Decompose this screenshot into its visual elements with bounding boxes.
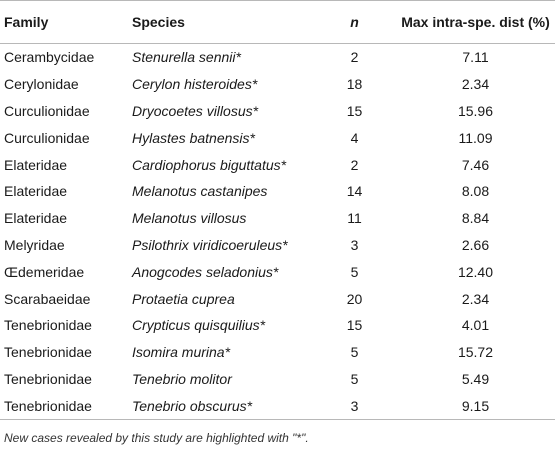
cell-species: Anogcodes seladonius* [132, 263, 279, 280]
cell-n: 15 [346, 317, 363, 334]
cell-species: Tenebrio molitor [132, 370, 232, 387]
cell-species: Crypticus quisquilius* [132, 317, 266, 334]
cell-n: 11 [347, 210, 362, 227]
header-row: Family Species n Max intra-spe. dist (%) [0, 0, 555, 44]
cell-max-dist: 8.08 [461, 183, 490, 200]
cell-family: Melyridae [4, 236, 65, 253]
cell-max-dist: 15.96 [457, 102, 494, 119]
cell-family: Elateridae [4, 210, 68, 227]
table-row: Cerambycidae Stenurella sennii* 2 7.11 [0, 44, 555, 71]
cell-max-dist: 11.09 [458, 129, 493, 146]
cell-max-dist: 2.34 [461, 290, 490, 307]
cell-n: 20 [346, 290, 363, 307]
table-row: Elateridae Melanotus castanipes 14 8.08 [0, 178, 555, 205]
cell-n: 5 [350, 370, 359, 387]
cell-max-dist: 4.01 [461, 317, 490, 334]
table-row: Œdemeridae Anogcodes seladonius* 5 12.40 [0, 258, 555, 285]
cell-n: 3 [350, 236, 359, 253]
cell-n: 5 [350, 263, 359, 280]
cell-n: 3 [350, 397, 359, 414]
cell-n: 2 [350, 49, 359, 66]
cell-max-dist: 2.34 [461, 76, 490, 93]
column-header-n: n [350, 14, 359, 30]
cell-species: Cerylon histeroides* [132, 76, 258, 93]
cell-family: Œdemeridae [4, 263, 85, 280]
table-footnote: New cases revealed by this study are hig… [4, 431, 309, 445]
cell-n: 4 [350, 129, 359, 146]
cell-max-dist: 12.40 [457, 263, 494, 280]
cell-species: Dryocoetes villosus* [132, 102, 259, 119]
cell-family: Tenebrionidae [4, 397, 92, 414]
cell-n: 5 [350, 344, 359, 361]
cell-max-dist: 7.46 [461, 156, 490, 173]
table-row: Tenebrionidae Tenebrio molitor 5 5.49 [0, 366, 555, 393]
cell-species: Tenebrio obscurus* [132, 397, 253, 414]
table-row: Cerylonidae Cerylon histeroides* 18 2.34 [0, 71, 555, 98]
cell-max-dist: 15.72 [457, 344, 494, 361]
cell-family: Tenebrionidae [4, 317, 92, 334]
cell-n: 18 [346, 76, 363, 93]
cell-species: Isomira murina* [132, 344, 231, 361]
cell-species: Melanotus castanipes [132, 183, 268, 200]
table-body: Cerambycidae Stenurella sennii* 2 7.11 Ceryl… [0, 44, 555, 420]
column-header-max-dist: Max intra-spe. dist (%) [401, 14, 550, 30]
table-row: Scarabaeidae Protaetia cuprea 20 2.34 [0, 285, 555, 312]
cell-family: Cerylonidae [4, 76, 79, 93]
cell-species: Protaetia cuprea [132, 290, 235, 307]
table-row: Tenebrionidae Crypticus quisquilius* 15 4.0… [0, 312, 555, 339]
cell-max-dist: 5.49 [461, 370, 490, 387]
cell-species: Hylastes batnensis* [132, 129, 255, 146]
cell-family: Elateridae [4, 156, 68, 173]
table-row: Tenebrionidae Isomira murina* 5 15.72 [0, 339, 555, 366]
cell-n: 14 [346, 183, 363, 200]
cell-family: Tenebrionidae [4, 370, 92, 387]
species-distance-table: Family Species n Max intra-spe. dist (%)… [0, 0, 555, 420]
table-row: Melyridae Psilothrix viridicoeruleus* 3 2.6… [0, 232, 555, 259]
cell-family: Curculionidae [4, 102, 90, 119]
table-row: Tenebrionidae Tenebrio obscurus* 3 9.15 [0, 392, 555, 420]
cell-family: Elateridae [4, 183, 68, 200]
cell-species: Melanotus villosus [132, 210, 247, 227]
cell-n: 2 [350, 156, 359, 173]
cell-family: Cerambycidae [4, 49, 95, 66]
cell-max-dist: 9.15 [461, 397, 490, 414]
cell-species: Cardiophorus biguttatus* [132, 156, 287, 173]
table-row: Curculionidae Dryocoetes villosus* 15 15.96 [0, 98, 555, 125]
table-row: Elateridae Melanotus villosus 11 8.84 [0, 205, 555, 232]
cell-n: 15 [346, 102, 363, 119]
cell-species: Stenurella sennii* [132, 49, 241, 66]
cell-family: Scarabaeidae [4, 290, 91, 307]
column-header-family: Family [4, 14, 49, 30]
cell-family: Tenebrionidae [4, 344, 92, 361]
cell-max-dist: 7.11 [462, 49, 489, 66]
table-row: Elateridae Cardiophorus biguttatus* 2 7.46 [0, 151, 555, 178]
cell-max-dist: 8.84 [461, 210, 490, 227]
cell-species: Psilothrix viridicoeruleus* [132, 236, 288, 253]
table-header: Family Species n Max intra-spe. dist (%) [0, 0, 555, 44]
cell-family: Curculionidae [4, 129, 90, 146]
column-header-species: Species [132, 14, 185, 30]
table-row: Curculionidae Hylastes batnensis* 4 11.09 [0, 124, 555, 151]
cell-max-dist: 2.66 [461, 236, 490, 253]
